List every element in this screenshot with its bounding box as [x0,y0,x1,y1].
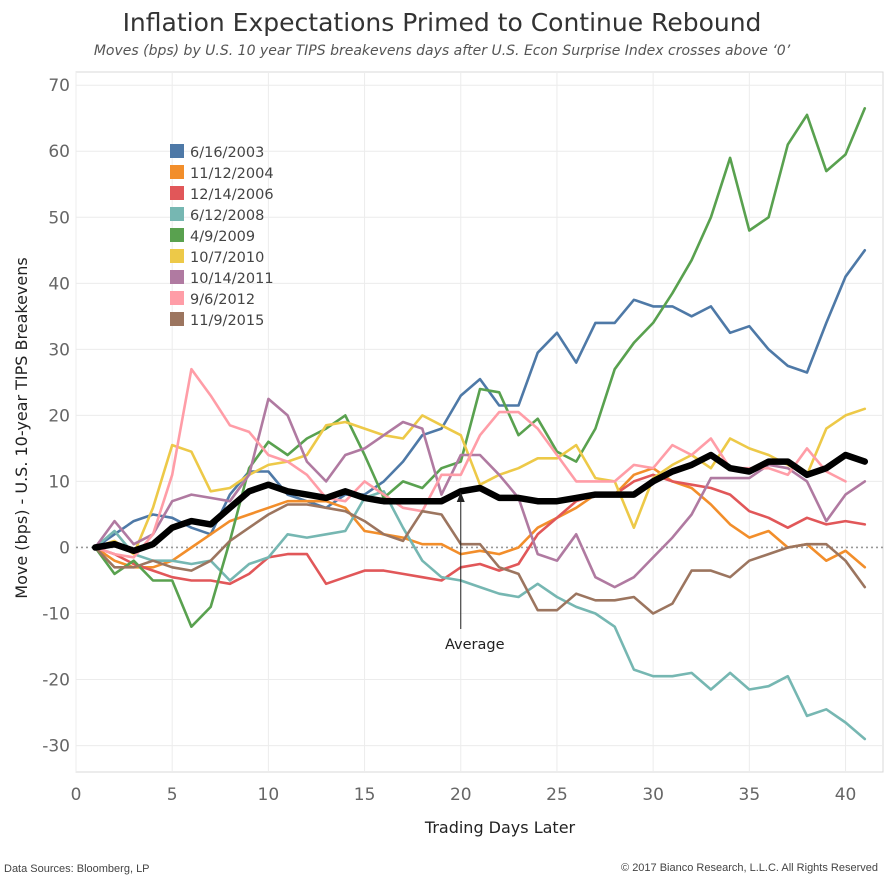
legend-swatch [170,312,184,326]
legend-label: 4/9/2009 [190,229,255,245]
legend-swatch [170,291,184,305]
y-tick-label: 0 [59,538,70,558]
y-tick-label: 70 [48,76,70,96]
legend: 6/16/2003 11/12/2004 12/14/2006 6/12/2008 4/… [170,144,274,329]
x-tick-label: 20 [450,785,472,805]
y-tick-label: 50 [48,208,70,228]
legend-swatch [170,165,184,179]
y-tick-label: 60 [48,142,70,162]
y-tick-label: 30 [48,340,70,360]
x-tick-label: 15 [354,785,376,805]
x-tick-label: 35 [739,785,761,805]
annotation-label: Average [445,637,505,653]
legend-label: 6/12/2008 [190,208,264,224]
legend-swatch [170,207,184,221]
grid [75,71,884,773]
x-axis-label: Trading Days Later [424,818,576,837]
x-tick-label: 30 [642,785,664,805]
y-tick-label: 40 [48,274,70,294]
legend-label: 10/14/2011 [190,271,274,287]
legend-label: 11/12/2004 [190,166,274,182]
chart-subtitle: Moves (bps) by U.S. 10 year TIPS breakev… [93,43,791,59]
annotations: Average [91,451,869,653]
series-line-10-7-2010 [93,407,867,556]
series-line-4-9-2009 [93,107,867,629]
legend-label: 6/16/2003 [190,145,264,161]
series-line-9-6-2012 [93,367,847,559]
x-tick-label: 10 [258,785,280,805]
y-tick-label: -30 [42,737,70,757]
legend-swatch [170,186,184,200]
chart-title: Inflation Expectations Primed to Continu… [122,8,762,37]
x-tick-label: 25 [546,785,568,805]
axes: 0 5 10 15 20 25 30 35 40 -30 -20 -10 0 10 20 30 40 50 60 70… [12,76,856,837]
y-tick-label: -20 [42,671,70,691]
data-source-note: Data Sources: Bloomberg, LP [4,863,150,875]
legend-swatch [170,228,184,242]
series-line-11-12-2004 [93,466,867,569]
x-tick-label: 0 [71,785,82,805]
legend-label: 9/6/2012 [190,292,255,308]
x-tick-label: 5 [167,785,178,805]
series-line-6-12-2008 [93,489,867,741]
x-tick-label: 40 [835,785,857,805]
series-line-6-16-2003 [93,249,867,549]
y-tick-label: 20 [48,406,70,426]
legend-swatch [170,144,184,158]
series-line-10-14-2011 [93,397,867,589]
series-line-11-9-2015 [93,503,867,615]
legend-swatch [170,249,184,263]
legend-label: 11/9/2015 [190,313,264,329]
series-lines [93,107,867,741]
y-tick-label: -10 [42,605,70,625]
y-axis-label: Move (bps) - U.S. 10-year TIPS Breakeven… [12,257,31,598]
series-line-average [91,451,869,555]
annotation-arrow-head [456,492,465,503]
legend-swatch [170,270,184,284]
copyright-note: © 2017 Bianco Research, L.L.C. All Right… [621,862,878,874]
series-line-12-14-2006 [93,473,867,586]
legend-label: 12/14/2006 [190,187,274,203]
y-tick-label: 10 [48,472,70,492]
legend-label: 10/7/2010 [190,250,264,266]
